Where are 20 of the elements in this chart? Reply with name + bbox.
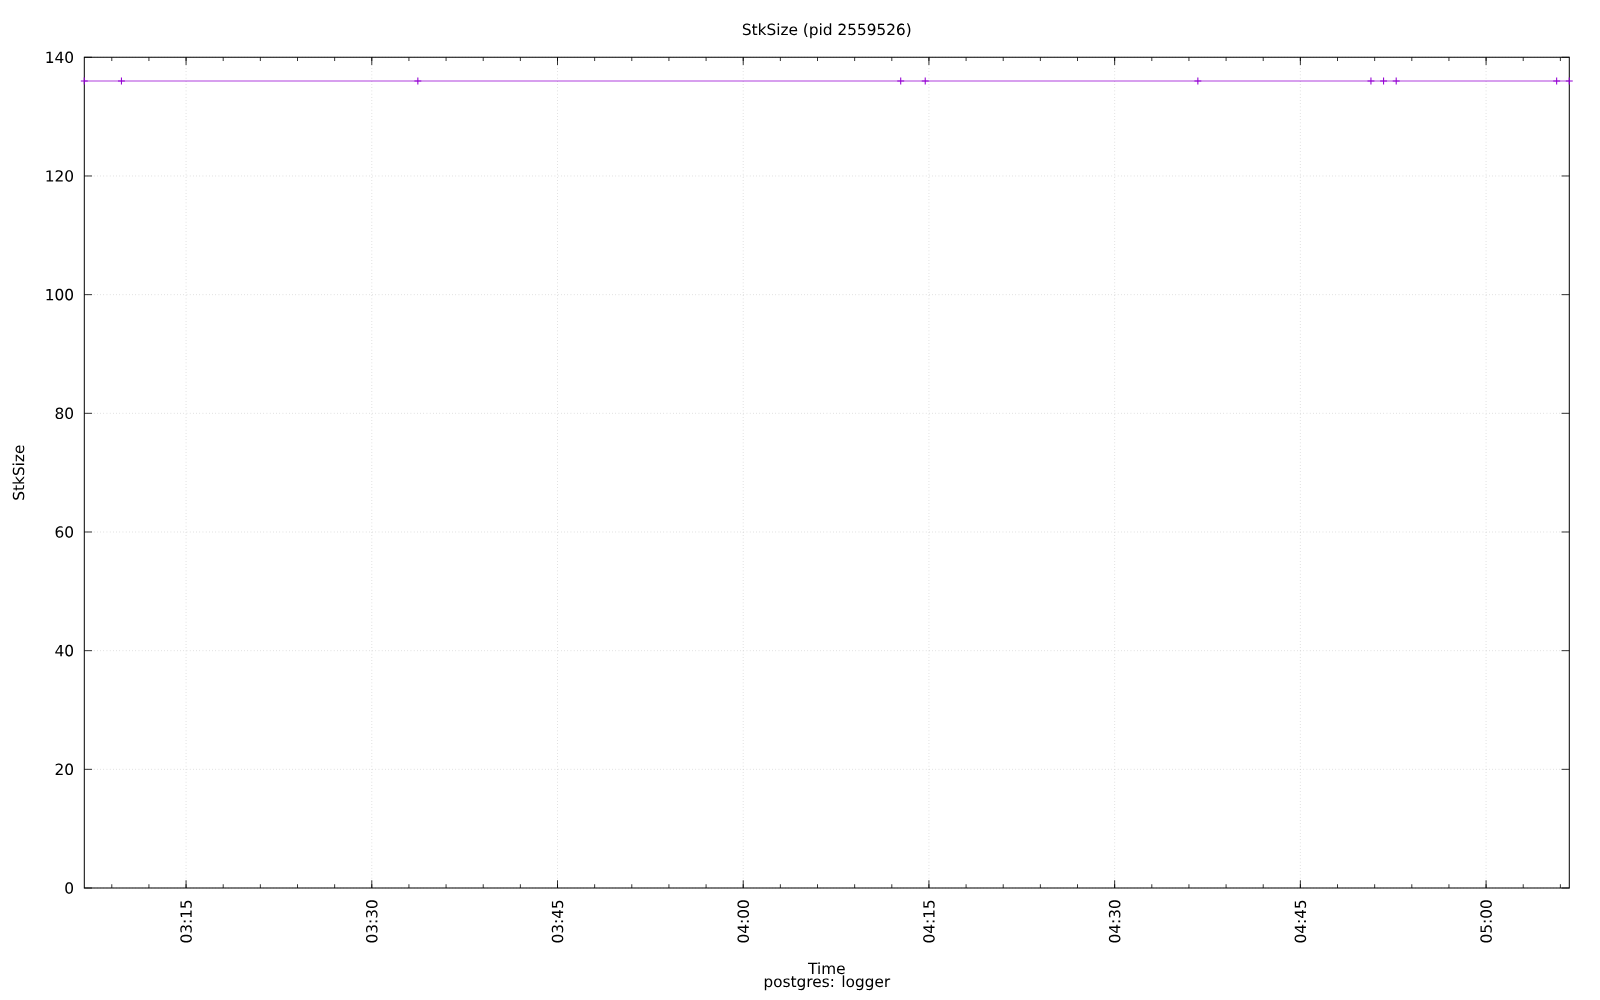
y-tick-label: 0 [65,882,74,894]
y-axis-title: StkSize [12,445,25,500]
y-tick-label: 120 [46,170,74,182]
y-tick-label: 40 [55,644,74,657]
y-tick-label: 60 [55,526,74,538]
x-tick-label: 04:45 [1294,900,1307,943]
x-tick-label: 03:15 [180,900,192,943]
text: postgres: logger [764,975,891,991]
x-tick-label: 05:00 [1480,900,1492,943]
chart-title: StkSize (pid 2559526) [742,23,911,39]
y-tick-label: 100 [46,288,74,301]
x-tick-label: 04:00 [737,900,750,943]
x-tick-label: 03:45 [551,900,564,943]
y-tick-label: 20 [55,763,74,776]
x-tick-label: 04:30 [1108,900,1121,943]
x-tick-label: 03:30 [366,900,378,943]
y-tick-label: 140 [46,51,74,64]
x-axis-title: Time [807,962,845,975]
y-tick-label: 80 [55,407,74,420]
x-tick-label: 04:15 [923,900,935,943]
